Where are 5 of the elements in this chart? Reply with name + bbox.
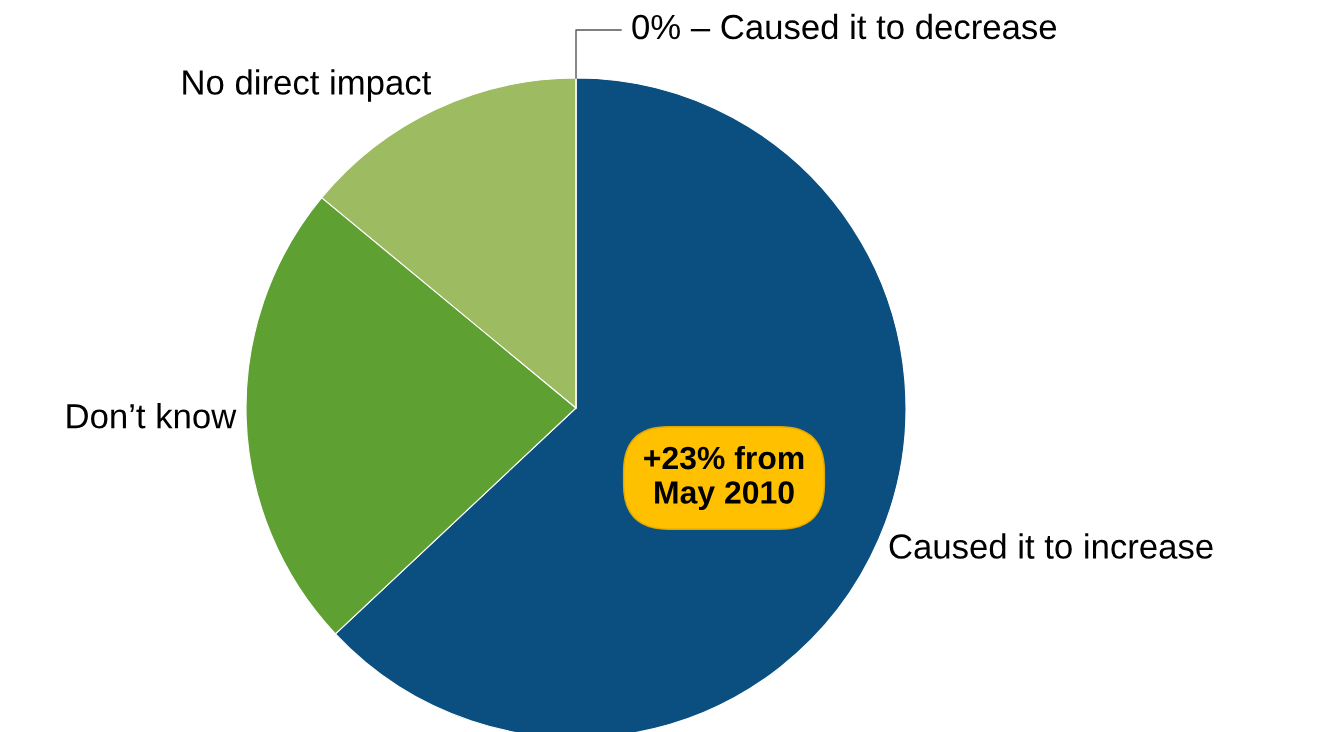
slice-label: Caused it to increase bbox=[889, 533, 1213, 559]
slice-label: No direct impact bbox=[183, 69, 432, 102]
category-label: 0% – Caused it to decrease bbox=[632, 13, 1057, 40]
text: +23% from May 2010 bbox=[644, 445, 804, 511]
slice-label: Don’t know bbox=[67, 403, 237, 429]
